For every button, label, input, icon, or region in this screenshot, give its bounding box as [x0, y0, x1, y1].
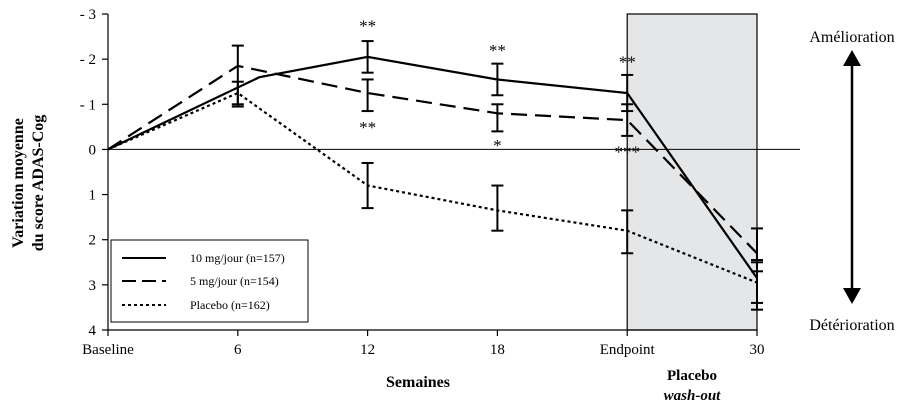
error-bar — [361, 40, 374, 74]
series-layer — [107, 55, 758, 284]
x-axis-title: Semaines — [386, 374, 450, 391]
error-bar — [621, 209, 634, 255]
y-tick-label: 4 — [89, 323, 97, 339]
washout-region-layer — [626, 13, 758, 331]
series-line-2 — [107, 91, 758, 284]
error-bars-layer — [231, 40, 763, 311]
y-tick-label: - 1 — [80, 97, 96, 113]
x-tick-label: 12 — [360, 342, 375, 358]
significance-layer: ********* *** — [359, 16, 640, 161]
washout-label-washout: wash-out — [664, 388, 722, 404]
series-line-1 — [107, 64, 758, 255]
error-bar — [491, 184, 504, 232]
y-axis-title-line1: Variation moyenne — [10, 118, 27, 248]
y-axis-title-line2: du score ADAS-Cog — [30, 115, 47, 252]
legend: 10 mg/jour (n=157) 5 mg/jour (n=154) Pla… — [110, 239, 309, 323]
significance-marker: ** — [359, 118, 376, 137]
error-bar — [621, 103, 634, 137]
error-bar — [751, 227, 763, 262]
series-line-0 — [107, 55, 758, 279]
error-bar — [751, 270, 763, 311]
x-tick-label: Endpoint — [600, 342, 656, 358]
significance-marker: ** — [489, 41, 506, 60]
deterioration-label: Détérioration — [809, 317, 894, 334]
y-tick-label: 0 — [89, 142, 97, 158]
x-tick-label: 6 — [234, 342, 242, 358]
x-tick-label: 18 — [490, 342, 505, 358]
error-bar — [231, 80, 244, 108]
error-bar — [361, 161, 374, 210]
error-bar — [491, 103, 504, 133]
x-tick-label: 30 — [750, 342, 765, 358]
y-tick-label: 2 — [89, 233, 97, 249]
significance-marker: * — [493, 136, 502, 155]
washout-region — [626, 13, 758, 331]
legend-label-placebo: Placebo (n=162) — [190, 298, 270, 312]
y-tick-label: - 3 — [80, 7, 96, 23]
x-tick-label: Baseline — [82, 342, 134, 358]
direction-arrow — [843, 50, 861, 304]
legend-label-10mg: 10 mg/jour (n=157) — [190, 251, 285, 265]
significance-marker: *** — [614, 143, 640, 162]
error-bar — [491, 62, 504, 97]
washout-label-placebo: Placebo — [667, 368, 717, 384]
y-tick-label: 1 — [89, 188, 97, 204]
significance-marker: ** — [359, 16, 376, 35]
y-tick-label: 3 — [89, 278, 97, 294]
legend-label-5mg: 5 mg/jour (n=154) — [190, 274, 279, 288]
improvement-label: Amélioration — [809, 29, 894, 46]
significance-marker: ** — [619, 52, 636, 71]
error-bar — [361, 78, 374, 113]
y-tick-label: - 2 — [80, 52, 96, 68]
